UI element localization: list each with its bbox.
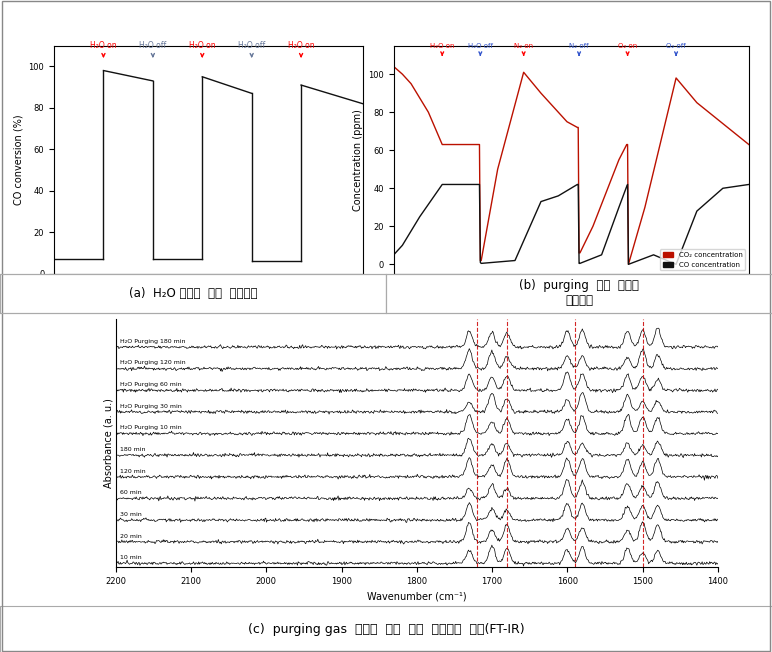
Y-axis label: Absorbance (a. u.): Absorbance (a. u.) bbox=[103, 398, 113, 488]
Text: H₂O on: H₂O on bbox=[430, 44, 455, 55]
Text: O₂ off: O₂ off bbox=[666, 44, 686, 55]
Text: N₂ off: N₂ off bbox=[569, 44, 589, 55]
Text: (a)  H₂O 이용한  켉매  재생특성: (a) H₂O 이용한 켉매 재생특성 bbox=[129, 287, 257, 300]
Text: H₂O on: H₂O on bbox=[90, 41, 117, 57]
X-axis label: Wavenumber (cm⁻¹): Wavenumber (cm⁻¹) bbox=[367, 591, 467, 602]
Text: H₂O on: H₂O on bbox=[288, 41, 314, 57]
Text: O₂ on: O₂ on bbox=[618, 44, 637, 55]
Text: H₂O off: H₂O off bbox=[139, 41, 167, 57]
Text: (c)  purging gas  반응에  의한  켉매  표면특성  변화(FT-IR): (c) purging gas 반응에 의한 켉매 표면특성 변화(FT-IR) bbox=[248, 623, 524, 636]
Text: N₂ on: N₂ on bbox=[514, 44, 533, 55]
X-axis label: Time (min): Time (min) bbox=[545, 298, 598, 308]
Text: 120 min: 120 min bbox=[120, 469, 145, 473]
Y-axis label: Concentration (ppm): Concentration (ppm) bbox=[353, 109, 363, 211]
Text: H₂O Purging 180 min: H₂O Purging 180 min bbox=[120, 339, 185, 344]
Text: 180 min: 180 min bbox=[120, 447, 145, 452]
Legend: CO₂ concentration, CO concentration: CO₂ concentration, CO concentration bbox=[660, 249, 746, 271]
Text: H₂O on: H₂O on bbox=[189, 41, 215, 57]
Text: H₂O Purging 30 min: H₂O Purging 30 min bbox=[120, 404, 181, 409]
Text: 20 min: 20 min bbox=[120, 533, 141, 539]
Y-axis label: CO conversion (%): CO conversion (%) bbox=[13, 115, 23, 205]
Text: 60 min: 60 min bbox=[120, 490, 141, 496]
Text: H₂O Purging 10 min: H₂O Purging 10 min bbox=[120, 425, 181, 430]
Text: 10 min: 10 min bbox=[120, 555, 141, 560]
Text: 30 min: 30 min bbox=[120, 512, 141, 517]
X-axis label: Time (min): Time (min) bbox=[182, 298, 235, 308]
Text: H₂O off: H₂O off bbox=[238, 41, 266, 57]
Text: H₂O Purging 60 min: H₂O Purging 60 min bbox=[120, 382, 181, 387]
Text: H₂O off: H₂O off bbox=[468, 44, 493, 55]
Text: H₂O Purging 120 min: H₂O Purging 120 min bbox=[120, 361, 185, 366]
Text: (b)  purging  가스  종류별
재생특성: (b) purging 가스 종류별 재생특성 bbox=[519, 280, 639, 307]
